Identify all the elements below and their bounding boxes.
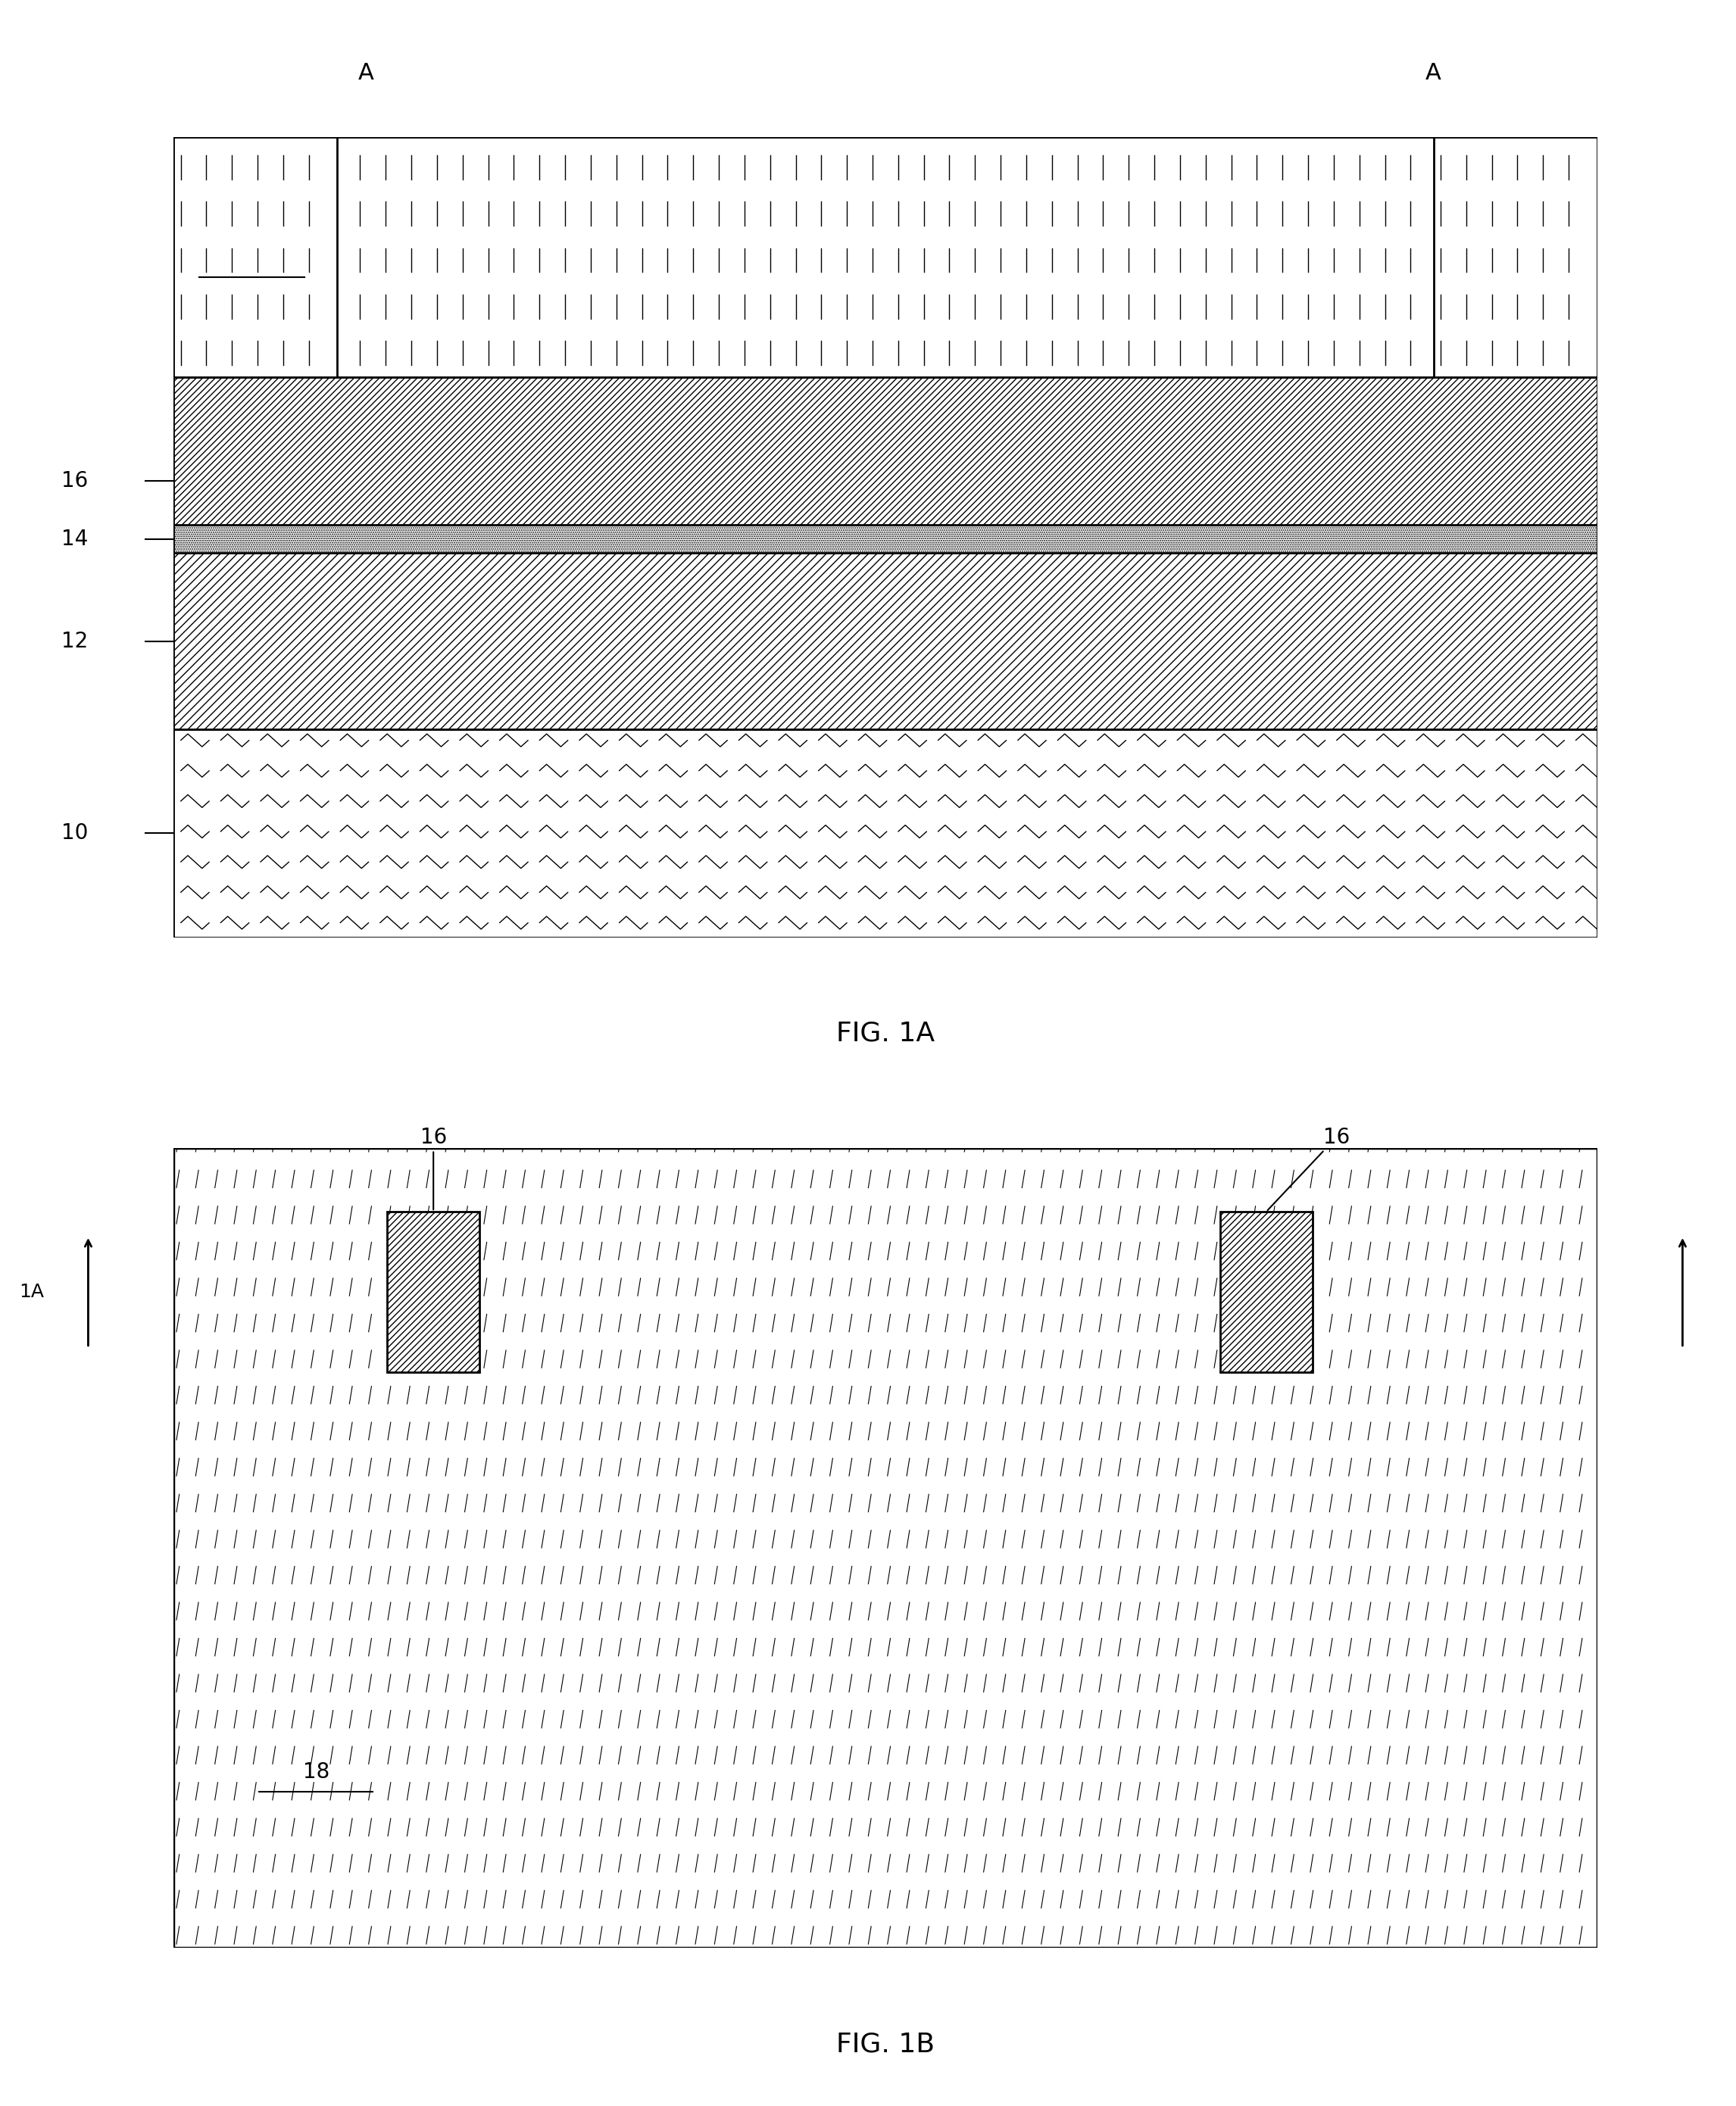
Text: FIG. 1B: FIG. 1B (837, 2030, 934, 2058)
Text: 16: 16 (61, 470, 89, 491)
Bar (174, 554, 1597, 729)
Text: 12: 12 (61, 630, 89, 651)
Text: 18: 18 (241, 246, 267, 267)
Text: A: A (358, 61, 373, 84)
Bar (1434, 137, 1597, 377)
Bar (174, 729, 1597, 937)
Bar (387, 1211, 479, 1371)
Bar (174, 137, 1597, 377)
Text: 1A: 1A (19, 1283, 43, 1302)
Bar (174, 377, 1597, 524)
Bar (1220, 1211, 1312, 1371)
Bar (387, 1211, 479, 1371)
Text: 18: 18 (302, 1761, 330, 1782)
Bar (1220, 1211, 1312, 1371)
Text: 10: 10 (61, 823, 89, 845)
Bar (174, 137, 337, 377)
Text: 16: 16 (1267, 1127, 1351, 1211)
Text: 16: 16 (420, 1127, 446, 1209)
Text: FIG. 1A: FIG. 1A (837, 1019, 934, 1047)
Text: 14: 14 (61, 529, 89, 550)
Text: A: A (1425, 61, 1441, 84)
Bar (174, 524, 1597, 554)
